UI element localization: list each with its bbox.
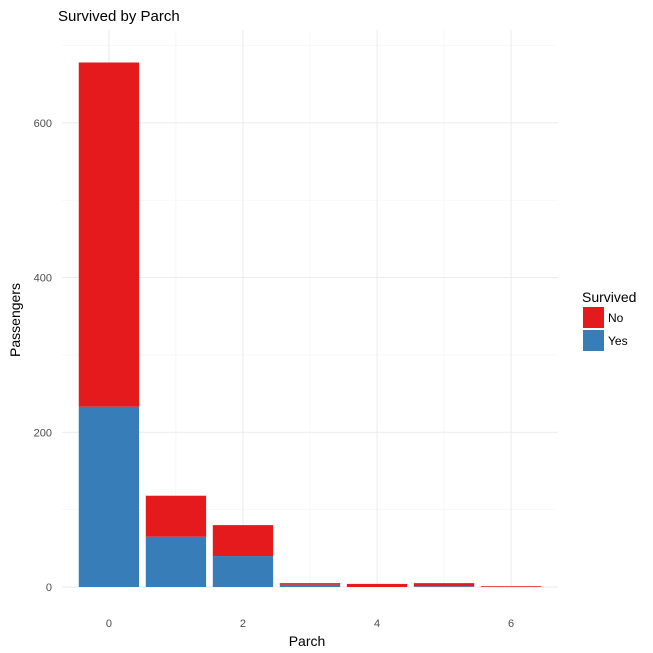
bar-no-parch-3: [279, 583, 341, 585]
bar-no-parch-1: [145, 495, 207, 537]
legend-label-no: No: [608, 311, 624, 325]
legend: Survived No Yes: [582, 289, 636, 351]
legend-key-no: [583, 307, 604, 328]
bar-no-parch-2: [212, 525, 274, 557]
bar-yes-parch-0: [78, 406, 140, 587]
bar-no-parch-6: [480, 586, 542, 588]
x-tick-label: 4: [374, 618, 380, 630]
x-axis-ticks: 0 2 4 6: [106, 618, 514, 630]
y-tick-label: 600: [34, 118, 52, 130]
x-tick-label: 2: [240, 618, 246, 630]
x-tick-label: 0: [106, 618, 112, 630]
y-tick-label: 0: [46, 582, 52, 594]
bar-yes-parch-2: [212, 556, 274, 587]
chart-title: Survived by Parch: [58, 8, 180, 25]
y-tick-label: 200: [34, 427, 52, 439]
bar-no-parch-5: [413, 583, 475, 587]
bar-no-parch-4: [346, 583, 408, 587]
x-axis-title: Parch: [289, 633, 326, 649]
y-tick-label: 400: [34, 273, 52, 285]
y-axis-title: Passengers: [7, 283, 23, 357]
legend-title: Survived: [582, 289, 636, 305]
bar-no-parch-0: [78, 62, 140, 407]
y-axis-ticks: 0 200 400 600: [34, 118, 52, 594]
legend-key-yes: [583, 330, 604, 351]
bar-yes-parch-3: [279, 584, 341, 587]
bar-yes-parch-1: [145, 536, 207, 587]
x-tick-label: 6: [508, 618, 514, 630]
legend-label-yes: Yes: [608, 334, 628, 348]
bars: [78, 62, 542, 588]
bar-yes-parch-5: [413, 586, 475, 588]
